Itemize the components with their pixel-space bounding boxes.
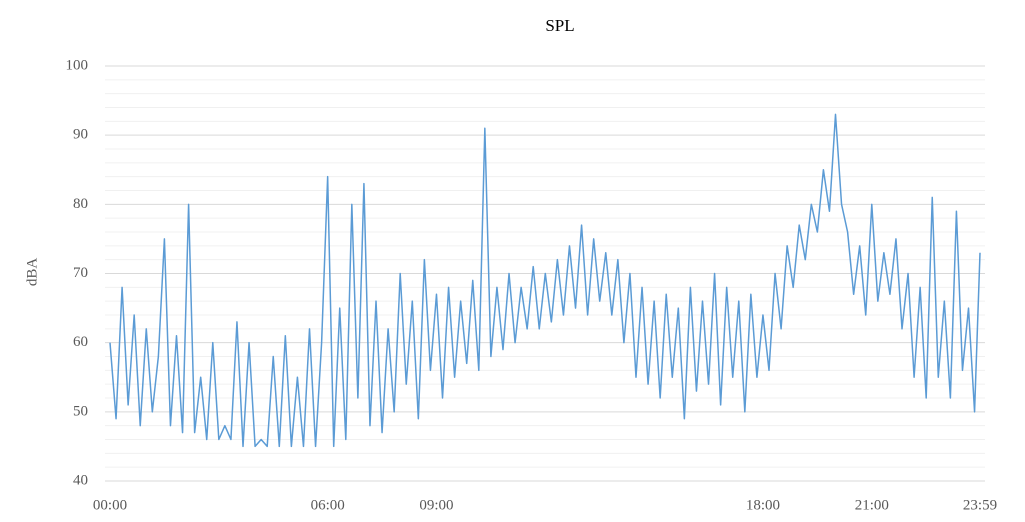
x-tick-label: 23:59 [963, 497, 997, 513]
data-line [109, 113, 981, 448]
x-tick-label: 00:00 [93, 497, 127, 513]
chart-title: SPL [545, 16, 574, 35]
y-axis-label: dBA [24, 258, 40, 287]
y-tick-label: 90 [73, 127, 88, 143]
y-tick-label: 100 [66, 57, 89, 73]
y-tick-label: 40 [73, 472, 88, 488]
y-tick-label: 70 [73, 265, 88, 281]
y-tick-label: 50 [73, 403, 88, 419]
y-tick-label: 80 [73, 196, 88, 212]
x-tick-label: 09:00 [419, 497, 453, 513]
x-tick-label: 06:00 [311, 497, 345, 513]
y-tick-label: 60 [73, 334, 88, 350]
x-tick-label: 18:00 [746, 497, 780, 513]
x-tick-label: 21:00 [855, 497, 889, 513]
